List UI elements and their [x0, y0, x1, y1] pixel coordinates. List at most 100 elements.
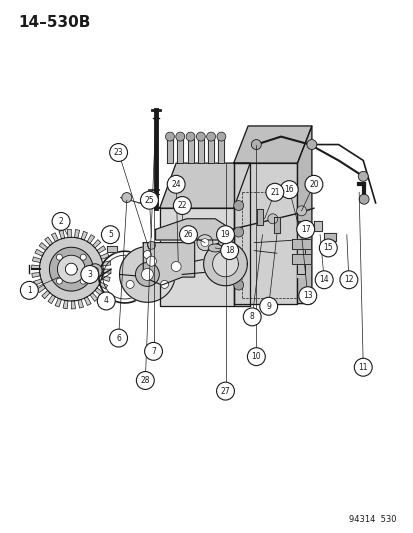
- Circle shape: [267, 214, 277, 224]
- Polygon shape: [291, 254, 311, 264]
- Polygon shape: [74, 230, 79, 238]
- Text: 1: 1: [27, 286, 32, 295]
- Text: 26: 26: [183, 230, 193, 239]
- Circle shape: [20, 281, 38, 300]
- Polygon shape: [297, 221, 305, 231]
- Text: 12: 12: [343, 275, 353, 284]
- Circle shape: [80, 254, 86, 260]
- Polygon shape: [103, 269, 111, 273]
- Polygon shape: [45, 237, 52, 246]
- Circle shape: [216, 132, 225, 141]
- Circle shape: [357, 172, 367, 181]
- Circle shape: [160, 280, 168, 288]
- Polygon shape: [187, 139, 193, 163]
- Polygon shape: [57, 255, 85, 283]
- Polygon shape: [39, 237, 103, 301]
- Circle shape: [200, 239, 209, 247]
- Circle shape: [179, 226, 197, 244]
- Circle shape: [109, 329, 127, 347]
- Polygon shape: [177, 139, 183, 163]
- Text: 24: 24: [171, 180, 180, 189]
- Text: 16: 16: [284, 185, 293, 194]
- Circle shape: [197, 235, 212, 251]
- Circle shape: [298, 287, 316, 305]
- Circle shape: [233, 256, 243, 266]
- Circle shape: [358, 194, 368, 204]
- Circle shape: [146, 256, 156, 266]
- Polygon shape: [119, 247, 175, 302]
- Circle shape: [280, 181, 297, 199]
- Circle shape: [304, 175, 322, 193]
- Circle shape: [167, 175, 185, 193]
- Polygon shape: [233, 126, 311, 163]
- Circle shape: [220, 241, 238, 260]
- Polygon shape: [208, 139, 214, 163]
- Circle shape: [88, 264, 102, 278]
- Circle shape: [296, 221, 314, 238]
- Polygon shape: [233, 163, 249, 306]
- Polygon shape: [97, 246, 105, 253]
- Polygon shape: [155, 219, 231, 240]
- Text: 23: 23: [114, 148, 123, 157]
- Ellipse shape: [218, 239, 232, 247]
- Polygon shape: [90, 293, 97, 301]
- Circle shape: [143, 251, 151, 259]
- Text: 15: 15: [323, 244, 332, 253]
- Circle shape: [109, 143, 127, 161]
- Circle shape: [354, 358, 371, 376]
- Polygon shape: [102, 261, 111, 266]
- Text: 20: 20: [309, 180, 318, 189]
- Polygon shape: [197, 139, 203, 163]
- Polygon shape: [33, 279, 42, 285]
- Polygon shape: [87, 235, 95, 244]
- Polygon shape: [63, 300, 68, 309]
- Circle shape: [318, 239, 337, 257]
- Circle shape: [259, 297, 277, 315]
- Polygon shape: [32, 257, 41, 263]
- Circle shape: [81, 265, 99, 284]
- Text: 3: 3: [87, 270, 92, 279]
- Circle shape: [135, 263, 159, 286]
- Circle shape: [206, 132, 215, 141]
- Circle shape: [141, 269, 153, 280]
- Text: 19: 19: [220, 230, 230, 239]
- Polygon shape: [297, 224, 305, 277]
- Text: 94314  530: 94314 530: [348, 515, 395, 523]
- Ellipse shape: [208, 244, 222, 252]
- Polygon shape: [95, 288, 103, 296]
- Polygon shape: [203, 242, 247, 286]
- Text: 6: 6: [116, 334, 121, 343]
- Circle shape: [126, 280, 134, 288]
- Polygon shape: [81, 231, 87, 240]
- Circle shape: [251, 140, 261, 150]
- Polygon shape: [143, 243, 194, 285]
- Polygon shape: [107, 246, 117, 252]
- Circle shape: [173, 197, 191, 214]
- Polygon shape: [324, 233, 335, 241]
- Polygon shape: [212, 251, 238, 277]
- Text: 14: 14: [318, 275, 328, 284]
- Polygon shape: [48, 295, 55, 304]
- Polygon shape: [49, 247, 93, 291]
- Circle shape: [265, 183, 283, 201]
- Polygon shape: [39, 243, 47, 251]
- Circle shape: [80, 278, 86, 284]
- Circle shape: [196, 132, 205, 141]
- Polygon shape: [32, 272, 40, 277]
- Text: 21: 21: [269, 188, 279, 197]
- Circle shape: [56, 254, 62, 260]
- Text: 9: 9: [266, 302, 271, 311]
- Polygon shape: [59, 230, 64, 239]
- Polygon shape: [31, 265, 40, 269]
- Polygon shape: [100, 253, 109, 260]
- Circle shape: [101, 226, 119, 244]
- Circle shape: [121, 192, 131, 203]
- Circle shape: [233, 227, 243, 237]
- Text: 8: 8: [249, 312, 254, 321]
- Text: 28: 28: [140, 376, 150, 385]
- Text: 25: 25: [144, 196, 154, 205]
- Circle shape: [140, 191, 158, 209]
- Circle shape: [91, 267, 98, 274]
- Polygon shape: [166, 139, 173, 163]
- Polygon shape: [65, 263, 77, 275]
